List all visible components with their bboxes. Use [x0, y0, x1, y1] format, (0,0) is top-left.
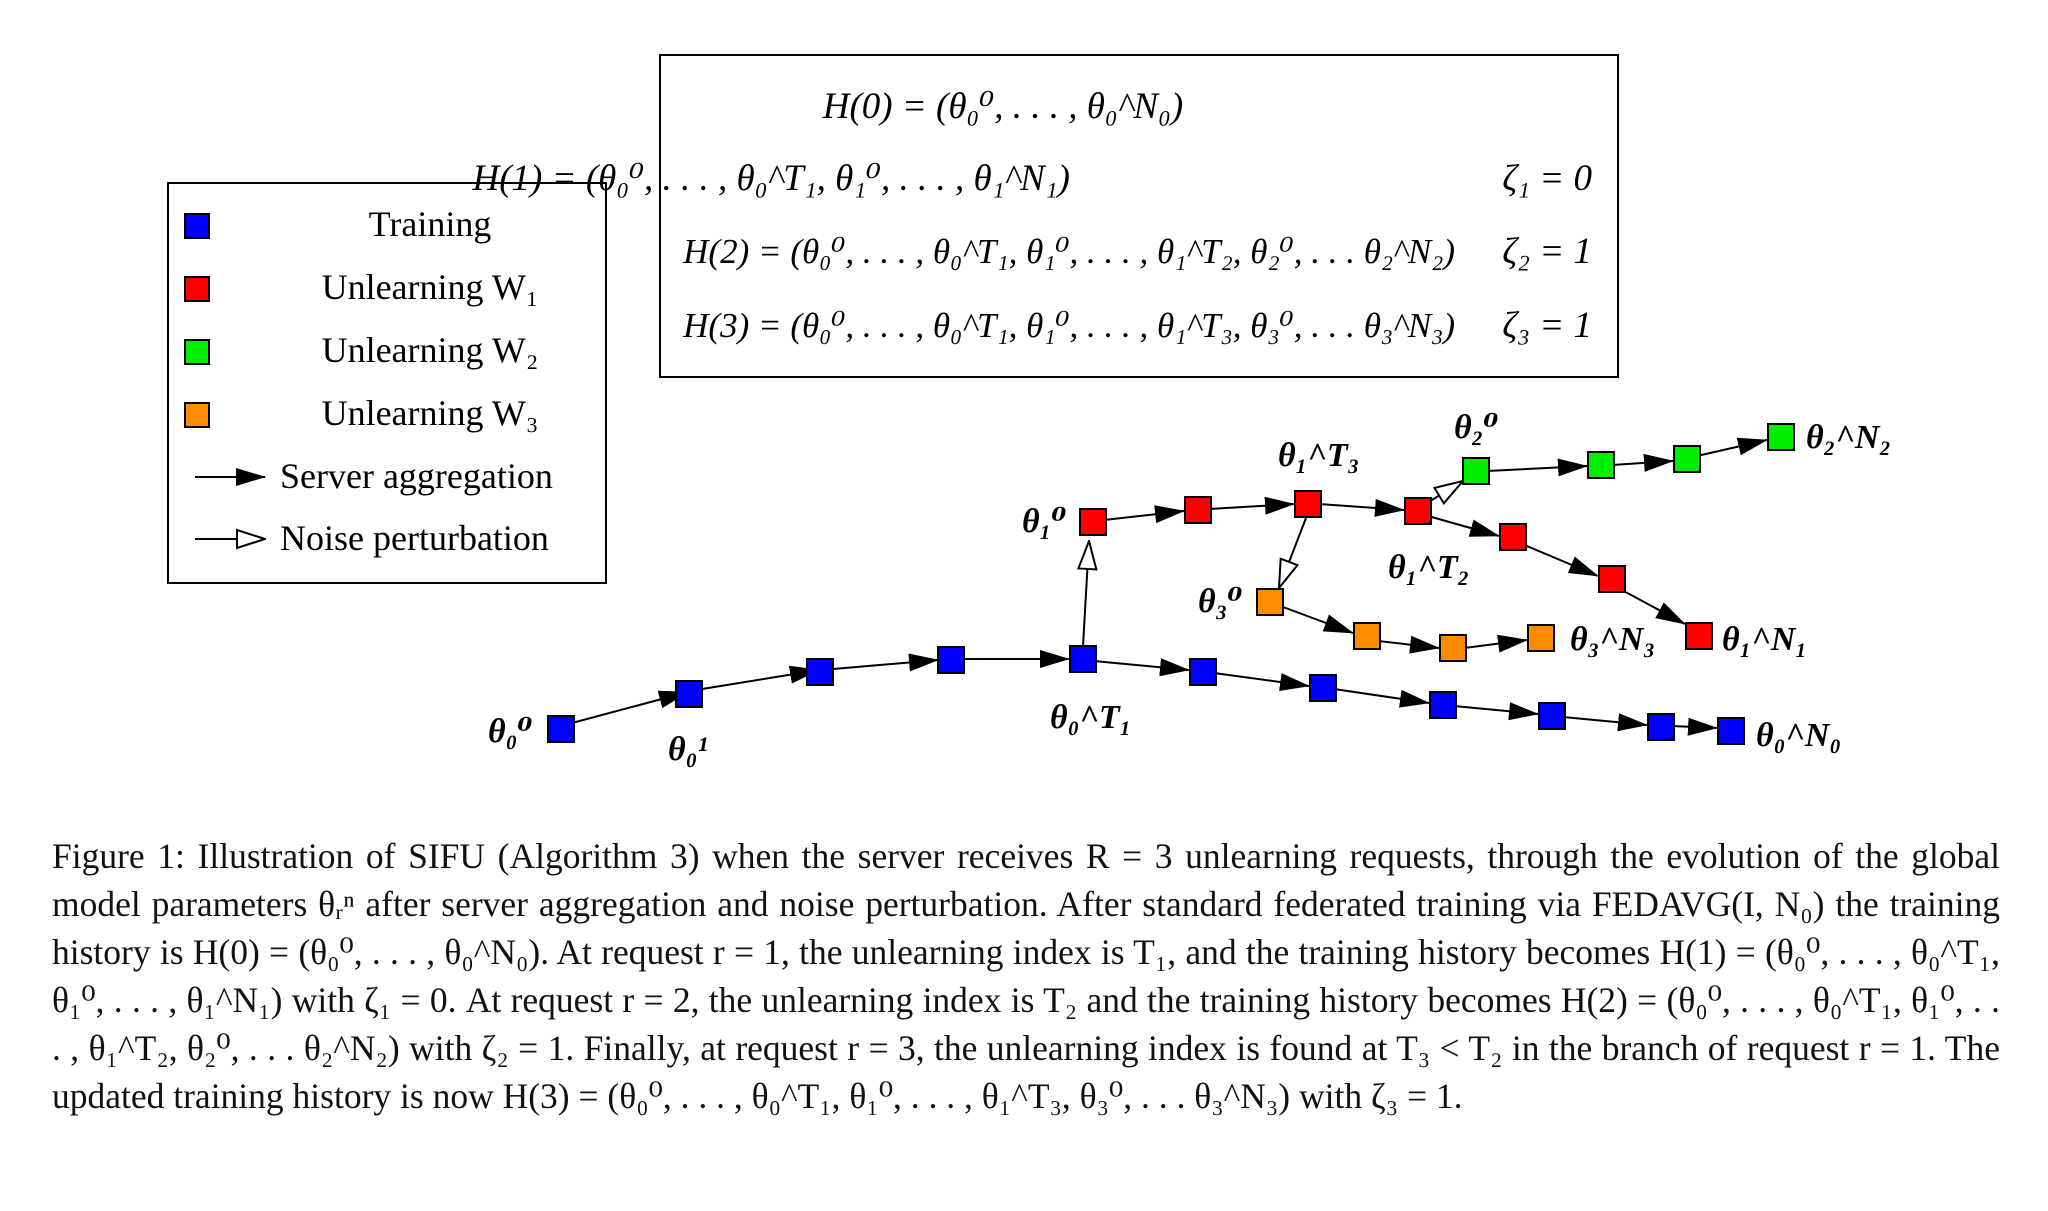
- edge-aggregation: [1427, 515, 1500, 537]
- edge-aggregation: [1318, 498, 1405, 517]
- legend-swatch-unlearning-w3: [184, 402, 210, 428]
- node-training: [675, 680, 703, 708]
- node-training: [1069, 645, 1097, 673]
- label-theta-1-T3: θ₁^T₃: [1278, 437, 1360, 474]
- legend-label-noise-perturbation: Noise perturbation: [280, 518, 549, 558]
- edge-aggregation: [1696, 437, 1768, 457]
- legend-label-unlearning-w3: Unlearning W₃: [322, 393, 539, 433]
- history-zeta-2: ζ₂ = 1: [1502, 231, 1592, 272]
- node-training: [937, 646, 965, 674]
- edge-aggregation: [1671, 717, 1718, 736]
- label-theta-0-1: θ₀¹: [668, 731, 708, 768]
- node-unlearning-w1: [1294, 490, 1322, 518]
- history-zeta-3: ζ₃ = 1: [1502, 305, 1592, 346]
- legend-label-training: Training: [369, 204, 492, 244]
- edge-aggregation: [1463, 634, 1528, 653]
- node-training: [1717, 717, 1745, 745]
- label-theta-1-N1: θ₁^N₁: [1722, 621, 1807, 658]
- node-unlearning-w2: [1587, 451, 1615, 479]
- label-theta-0-0: θ₀⁰: [488, 713, 533, 750]
- node-training: [806, 658, 834, 686]
- node-unlearning-w2: [1673, 445, 1701, 473]
- edge-aggregation: [1093, 658, 1190, 677]
- node-training: [1429, 691, 1457, 719]
- legend-label-server-aggregation: Server aggregation: [280, 456, 553, 496]
- history-row-2: H(2) = (θ₀⁰, . . . , θ₀^T₁, θ₁⁰, . . . ,…: [682, 232, 1455, 271]
- edge-aggregation: [1208, 496, 1295, 515]
- nodes: [547, 423, 1795, 745]
- node-unlearning-w1: [1499, 523, 1527, 551]
- edge-aggregation: [571, 690, 689, 724]
- label-theta-3-0: θ₃⁰: [1198, 583, 1243, 620]
- edge-noise: [1279, 517, 1307, 588]
- node-training: [1309, 674, 1337, 702]
- node-unlearning-w3: [1353, 622, 1381, 650]
- legend-swatch-training: [184, 213, 210, 239]
- edge-aggregation: [1562, 713, 1648, 732]
- label-theta-1-T2: θ₁^T₂: [1388, 549, 1470, 586]
- edge-aggregation: [1486, 458, 1588, 477]
- edge-noise: [1426, 481, 1463, 503]
- node-unlearning-w1: [1404, 497, 1432, 525]
- label-theta-2-N2: θ₂^N₂: [1806, 419, 1891, 456]
- history-row-3: H(3) = (θ₀⁰, . . . , θ₀^T₁, θ₁⁰, . . . ,…: [682, 306, 1455, 345]
- history-box: H(0) = (θ₀⁰, . . . , θ₀^N₀) H(1) = (θ₀⁰,…: [472, 54, 1619, 378]
- node-training: [1189, 658, 1217, 686]
- legend-label-unlearning-w1: Unlearning W₁: [322, 267, 539, 307]
- caption-text: Figure 1: Illustration of SIFU (Algorith…: [52, 836, 2000, 1116]
- legend-swatch-unlearning-w2: [184, 339, 210, 365]
- node-unlearning-w1: [1184, 496, 1212, 524]
- edge-aggregation: [1103, 505, 1185, 524]
- legend-label-unlearning-w2: Unlearning W₂: [322, 330, 539, 370]
- edge-aggregation: [1282, 606, 1354, 634]
- node-unlearning-w3: [1527, 624, 1555, 652]
- edge-aggregation: [1521, 543, 1599, 577]
- label-theta-0-T1: θ₀^T₁: [1050, 699, 1132, 736]
- label-theta-3-N3: θ₃^N₃: [1570, 621, 1655, 658]
- node-unlearning-w1: [1598, 565, 1626, 593]
- edge-aggregation: [1213, 672, 1310, 691]
- node-unlearning-w2: [1462, 457, 1490, 485]
- node-training: [547, 715, 575, 743]
- node-unlearning-w1: [1685, 622, 1713, 650]
- edge-aggregation: [1453, 702, 1539, 721]
- sifu-diagram: Training Unlearning W₁ Unlearning W₂ Unl…: [167, 54, 1891, 768]
- node-unlearning-w2: [1767, 423, 1795, 451]
- legend-swatch-unlearning-w1: [184, 276, 210, 302]
- edge-noise: [1083, 541, 1089, 647]
- edge-aggregation: [1619, 588, 1686, 625]
- label-theta-2-0: θ₂⁰: [1454, 409, 1499, 446]
- node-unlearning-w1: [1079, 508, 1107, 536]
- figure-caption: Figure 1: Illustration of SIFU (Algorith…: [52, 832, 2000, 1120]
- edge-aggregation: [1377, 635, 1440, 654]
- node-training: [1538, 702, 1566, 730]
- legend: Training Unlearning W₁ Unlearning W₂ Unl…: [167, 182, 607, 584]
- history-row-1: H(1) = (θ₀⁰, . . . , θ₀^T₁, θ₁⁰, . . . ,…: [472, 158, 1071, 199]
- edge-aggregation: [1333, 688, 1430, 708]
- history-zeta-1: ζ₁ = 0: [1502, 158, 1592, 199]
- node-unlearning-w3: [1256, 588, 1284, 616]
- node-unlearning-w3: [1439, 634, 1467, 662]
- node-labels: θ₀⁰ θ₀¹ θ₀^T₁ θ₀^N₀ θ₁⁰ θ₁^T₃ θ₁^T₂ θ₁^N…: [488, 409, 1891, 768]
- label-theta-1-0: θ₁⁰: [1022, 503, 1067, 540]
- label-theta-0-N0: θ₀^N₀: [1756, 717, 1841, 754]
- edges: [571, 437, 1768, 736]
- edge-aggregation: [1611, 453, 1674, 472]
- history-row-0: H(0) = (θ₀⁰, . . . , θ₀^N₀): [822, 86, 1184, 127]
- edge-aggregation: [701, 665, 820, 690]
- node-training: [1647, 713, 1675, 741]
- edge-aggregation: [832, 653, 939, 672]
